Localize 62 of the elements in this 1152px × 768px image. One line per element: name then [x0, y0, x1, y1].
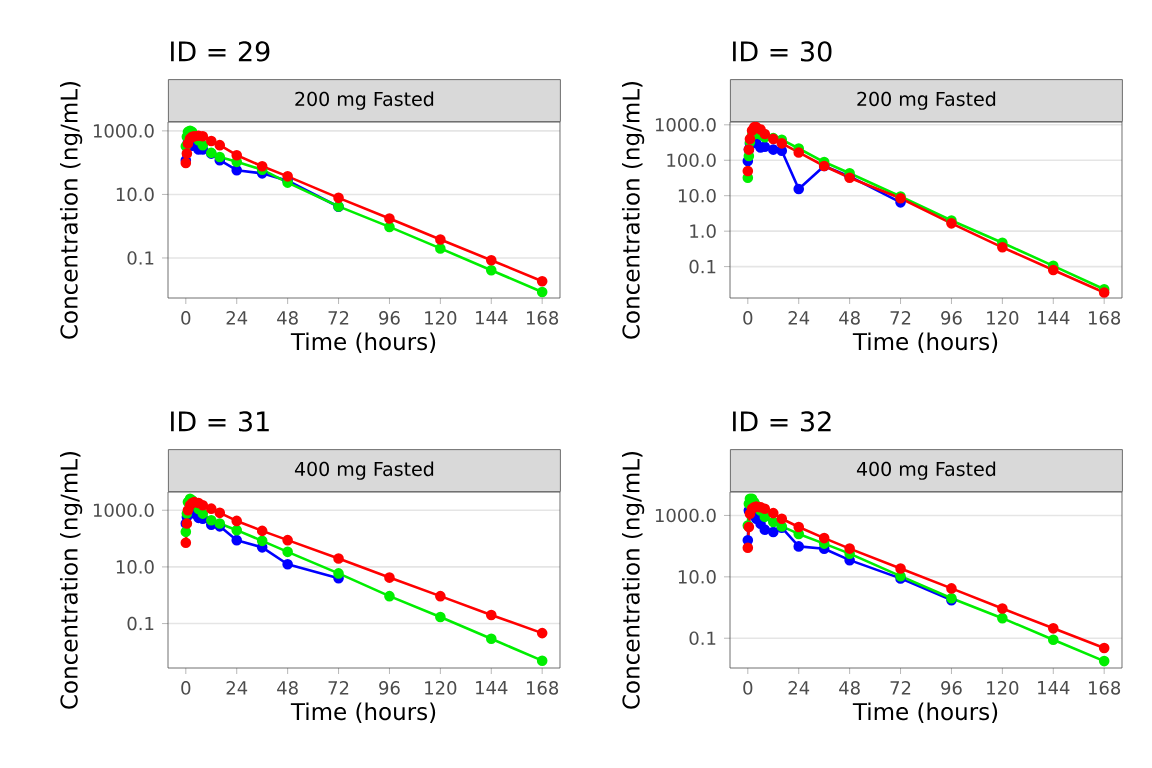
x-tick-label: 168 — [526, 311, 559, 325]
chart-title: ID = 30 — [733, 41, 832, 62]
y-tick-label: 100.0 — [667, 153, 716, 168]
chart-subtitle: 400 mg Fasted — [856, 461, 996, 480]
x-tick-label: 48 — [277, 311, 298, 325]
chart-title: ID = 31 — [171, 411, 269, 432]
x-tick-label: 144 — [476, 311, 508, 325]
x-tick-label: 0 — [181, 681, 191, 695]
chart-title: ID = 32 — [733, 411, 831, 432]
y-tick-label: 0.1 — [127, 251, 154, 265]
y-tick-label: 1000.0 — [93, 503, 154, 518]
chart-subtitle: 200 mg Fasted — [295, 91, 434, 110]
x-tick-label: 96 — [379, 311, 400, 325]
y-tick-label: 10.0 — [678, 570, 716, 584]
y-axis-title: Concentration (ng/mL) — [621, 451, 645, 709]
x-axis-title: Time (hours) — [852, 702, 998, 723]
x-tick-label: 168 — [1088, 681, 1121, 695]
y-tick-label: 1000.0 — [655, 118, 716, 132]
x-tick-label: 72 — [890, 681, 911, 695]
y-axis-title: Concentration (ng/mL) — [621, 81, 645, 339]
x-tick-label: 120 — [987, 681, 1019, 695]
x-tick-label: 0 — [743, 681, 753, 695]
y-tick-label: 0.1 — [689, 631, 716, 646]
x-axis-title: Time (hours) — [290, 702, 436, 723]
y-tick-label: 0.1 — [689, 259, 716, 274]
x-tick-label: 144 — [1038, 681, 1070, 695]
x-tick-label: 72 — [328, 311, 349, 325]
x-tick-label: 144 — [476, 681, 508, 695]
x-tick-label: 0 — [743, 311, 753, 325]
x-tick-label: 72 — [890, 311, 911, 325]
y-tick-label: 1000.0 — [655, 508, 716, 523]
x-tick-label: 168 — [1088, 311, 1121, 325]
x-tick-label: 144 — [1038, 311, 1070, 325]
chart-subtitle: 200 mg Fasted — [857, 91, 996, 110]
x-tick-label: 48 — [277, 681, 298, 695]
y-tick-label: 1.0 — [690, 224, 716, 238]
y-tick-label: 10.0 — [678, 188, 716, 203]
x-tick-label: 24 — [788, 311, 810, 325]
x-tick-label: 0 — [181, 311, 191, 325]
x-tick-label: 96 — [941, 681, 962, 695]
x-tick-label: 96 — [941, 311, 962, 325]
y-tick-label: 1000.0 — [93, 124, 154, 138]
x-tick-label: 120 — [425, 311, 457, 325]
x-tick-label: 96 — [379, 681, 400, 695]
x-axis-title: Time (hours) — [852, 332, 998, 353]
x-tick-label: 24 — [226, 311, 248, 325]
x-tick-label: 168 — [526, 681, 559, 695]
y-tick-label: 0.1 — [127, 616, 154, 631]
y-tick-label: 10.0 — [116, 560, 154, 574]
x-tick-label: 120 — [425, 681, 457, 695]
chart-subtitle: 400 mg Fasted — [294, 461, 434, 480]
y-axis-title: Concentration (ng/mL) — [59, 451, 83, 709]
x-tick-label: 48 — [839, 681, 860, 695]
x-tick-label: 24 — [226, 681, 248, 695]
x-tick-label: 24 — [788, 681, 810, 695]
x-tick-label: 120 — [987, 311, 1019, 325]
x-axis-title: Time (hours) — [290, 332, 436, 353]
x-tick-label: 72 — [328, 681, 349, 695]
y-axis-title: Concentration (ng/mL) — [59, 81, 83, 339]
chart-title: ID = 29 — [171, 41, 270, 62]
x-tick-label: 48 — [839, 311, 860, 325]
y-tick-label: 10.0 — [116, 187, 154, 202]
